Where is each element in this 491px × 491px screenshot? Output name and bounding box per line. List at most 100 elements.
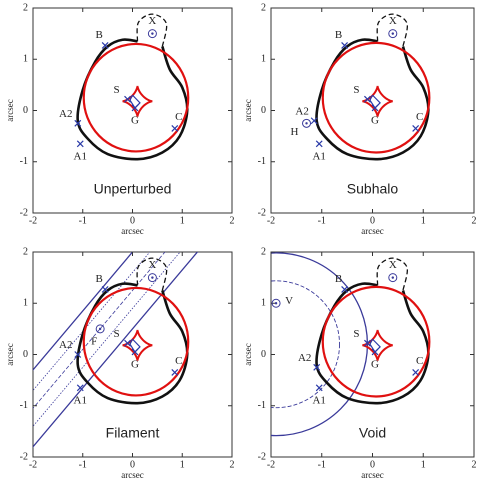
x-tick-label: 1 bbox=[180, 215, 185, 226]
image-marker bbox=[76, 140, 84, 148]
image-marker bbox=[364, 339, 371, 347]
panel-title: Unperturbed bbox=[94, 181, 172, 197]
point-label: A2 bbox=[295, 105, 308, 117]
image-marker bbox=[341, 41, 349, 49]
y-tick-label: -1 bbox=[258, 156, 266, 167]
point-label: X bbox=[389, 15, 397, 27]
y-axis-label: arcsec bbox=[243, 99, 253, 121]
critical-curve-dashed bbox=[136, 257, 168, 291]
critical-curve bbox=[315, 38, 430, 161]
image-marker bbox=[147, 273, 157, 283]
image-marker bbox=[101, 285, 109, 293]
point-label: S bbox=[113, 84, 119, 96]
panel-title: Subhalo bbox=[347, 181, 399, 197]
x-tick-label: -2 bbox=[267, 215, 275, 226]
x-axis-label: arcsec bbox=[361, 470, 383, 480]
image-marker bbox=[76, 384, 84, 392]
marker-dot bbox=[151, 32, 154, 35]
image-marker bbox=[388, 273, 398, 283]
point-label: G bbox=[131, 358, 139, 370]
astroid-caustic bbox=[122, 85, 153, 117]
image-marker bbox=[124, 95, 131, 103]
point-label: C bbox=[175, 355, 182, 367]
astroid-caustic bbox=[122, 329, 153, 361]
x-tick-label: 2 bbox=[472, 459, 477, 470]
y-tick-label: 2 bbox=[23, 246, 28, 257]
y-tick-label: 0 bbox=[23, 349, 28, 360]
y-tick-label: 0 bbox=[261, 349, 266, 360]
point-label: G bbox=[371, 114, 379, 126]
marker-ring bbox=[147, 273, 157, 283]
filament-line bbox=[33, 252, 166, 409]
x-tick-label: -2 bbox=[267, 459, 275, 470]
x-tick-label: 0 bbox=[370, 215, 375, 226]
point-label: V bbox=[285, 295, 293, 307]
x-tick-label: -1 bbox=[79, 215, 87, 226]
plot-area bbox=[76, 13, 190, 161]
x-tick-label: -1 bbox=[318, 215, 326, 226]
image-marker bbox=[412, 369, 420, 376]
y-tick-label: -2 bbox=[20, 451, 28, 462]
point-label: A2 bbox=[59, 108, 72, 120]
x-tick-label: -1 bbox=[79, 459, 87, 470]
image-marker bbox=[271, 298, 281, 308]
x-axis-label: arcsec bbox=[121, 226, 143, 236]
image-marker bbox=[95, 324, 105, 334]
point-label: A1 bbox=[312, 150, 325, 162]
image-marker bbox=[315, 140, 323, 148]
point-label: A1 bbox=[74, 150, 87, 162]
astroid-caustic bbox=[362, 329, 393, 361]
marker-dot bbox=[305, 122, 308, 125]
y-tick-label: -1 bbox=[20, 400, 28, 411]
point-label: B bbox=[335, 29, 342, 41]
y-tick-label: -1 bbox=[20, 156, 28, 167]
x-tick-label: 2 bbox=[230, 459, 235, 470]
x-tick-label: 1 bbox=[421, 459, 426, 470]
filament-line bbox=[33, 252, 199, 448]
marker-ring bbox=[147, 29, 157, 39]
critical-curve-dashed bbox=[376, 13, 408, 47]
point-label: A1 bbox=[312, 394, 325, 406]
caustic bbox=[82, 42, 190, 153]
filament-line bbox=[33, 252, 181, 427]
panel: -2 -1 0 1 2 -2 -1 0 1 2 arcsec arcsec Subhalo B X S G C A2… bbox=[243, 2, 476, 236]
point-label: C bbox=[175, 111, 182, 123]
point-label: S bbox=[353, 84, 359, 96]
marker-dot bbox=[391, 32, 394, 35]
image-marker bbox=[364, 95, 371, 103]
point-label: G bbox=[371, 358, 379, 370]
image-marker bbox=[74, 119, 82, 127]
x-axis-label: arcsec bbox=[121, 470, 143, 480]
image-marker bbox=[412, 125, 420, 132]
x-tick-label: 0 bbox=[130, 215, 135, 226]
y-tick-label: -2 bbox=[20, 207, 28, 218]
marker-dot bbox=[274, 302, 278, 305]
astroid-caustic bbox=[362, 85, 393, 117]
image-marker bbox=[171, 369, 179, 376]
x-tick-label: 2 bbox=[230, 215, 235, 226]
caustic bbox=[321, 285, 431, 398]
panel: -2 -1 0 1 2 -2 -1 0 1 2 arcsec arcsec Unperturbed B X S… bbox=[5, 2, 234, 236]
image-marker bbox=[171, 125, 179, 132]
critical-curve bbox=[76, 282, 189, 405]
marker-dot bbox=[98, 327, 102, 331]
point-label: X bbox=[148, 259, 156, 271]
point-label: G bbox=[131, 114, 139, 126]
critical-curve-dashed bbox=[136, 13, 168, 47]
critical-curve bbox=[315, 282, 430, 405]
y-tick-label: 1 bbox=[23, 54, 28, 65]
y-tick-label: 2 bbox=[261, 2, 266, 13]
y-axis-label: arcsec bbox=[5, 99, 15, 121]
point-label: S bbox=[113, 328, 119, 340]
point-label: B bbox=[95, 29, 102, 41]
panel-title: Filament bbox=[106, 425, 160, 441]
marker-dot bbox=[151, 276, 154, 279]
plot-area bbox=[33, 252, 199, 448]
point-label: C bbox=[416, 111, 423, 123]
image-marker bbox=[74, 351, 82, 358]
image-marker bbox=[315, 384, 323, 392]
point-label: S bbox=[353, 328, 359, 340]
point-label: X bbox=[148, 15, 156, 27]
x-tick-label: 1 bbox=[180, 459, 185, 470]
